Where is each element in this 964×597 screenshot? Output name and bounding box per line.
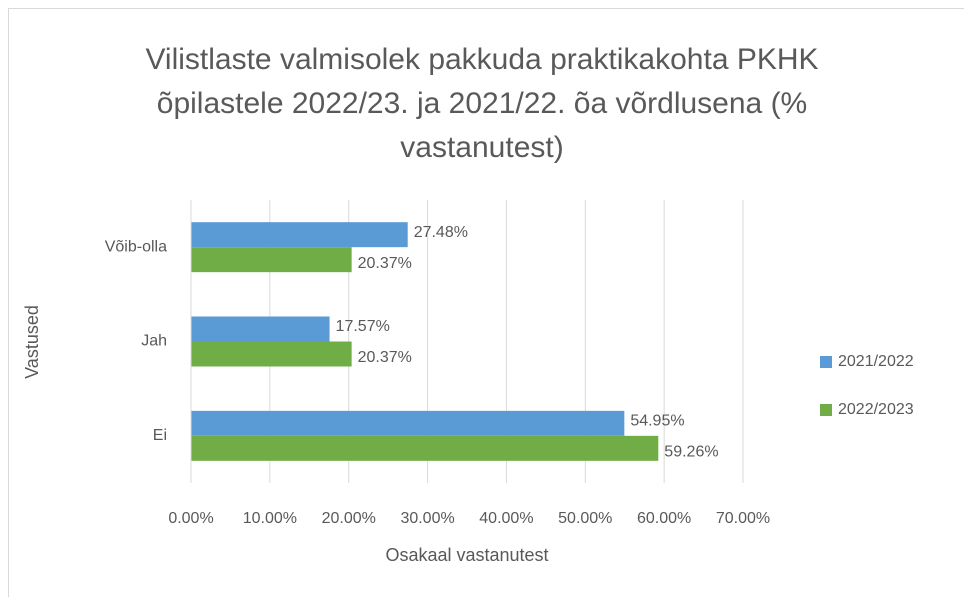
- data-label: 27.48%: [414, 224, 468, 241]
- bar: [191, 410, 625, 436]
- legend-swatch: [820, 404, 832, 416]
- chart-border: [8, 8, 964, 597]
- data-label: 59.26%: [664, 444, 718, 461]
- legend-label: 2022/2023: [838, 401, 914, 418]
- legend-swatch: [820, 356, 832, 368]
- bar: [191, 316, 330, 342]
- x-axis-title: Osakaal vastanutest: [385, 545, 548, 565]
- bar: [191, 341, 352, 367]
- x-tick-label: 70.00%: [716, 510, 770, 527]
- data-label: 17.57%: [336, 318, 390, 335]
- bar: [191, 222, 408, 248]
- x-tick-label: 30.00%: [400, 510, 454, 527]
- data-label: 54.95%: [630, 413, 684, 430]
- legend-label: 2021/2022: [838, 353, 914, 370]
- y-tick-label: Võib-olla: [105, 238, 167, 255]
- bar: [191, 435, 659, 461]
- x-tick-label: 40.00%: [479, 510, 533, 527]
- x-tick-label: 50.00%: [558, 510, 612, 527]
- data-label: 20.37%: [358, 349, 412, 366]
- bar: [191, 247, 352, 273]
- chart-title: Vilistlaste valmisolek pakkuda praktikak…: [145, 43, 819, 164]
- y-tick-label: Ei: [153, 427, 167, 444]
- x-tick-label: 20.00%: [322, 510, 376, 527]
- data-label: 20.37%: [358, 255, 412, 272]
- y-tick-label: Jah: [141, 333, 167, 350]
- x-tick-label: 0.00%: [168, 510, 213, 527]
- x-tick-label: 10.00%: [243, 510, 297, 527]
- x-tick-label: 60.00%: [637, 510, 691, 527]
- y-axis-title: Vastused: [22, 305, 42, 379]
